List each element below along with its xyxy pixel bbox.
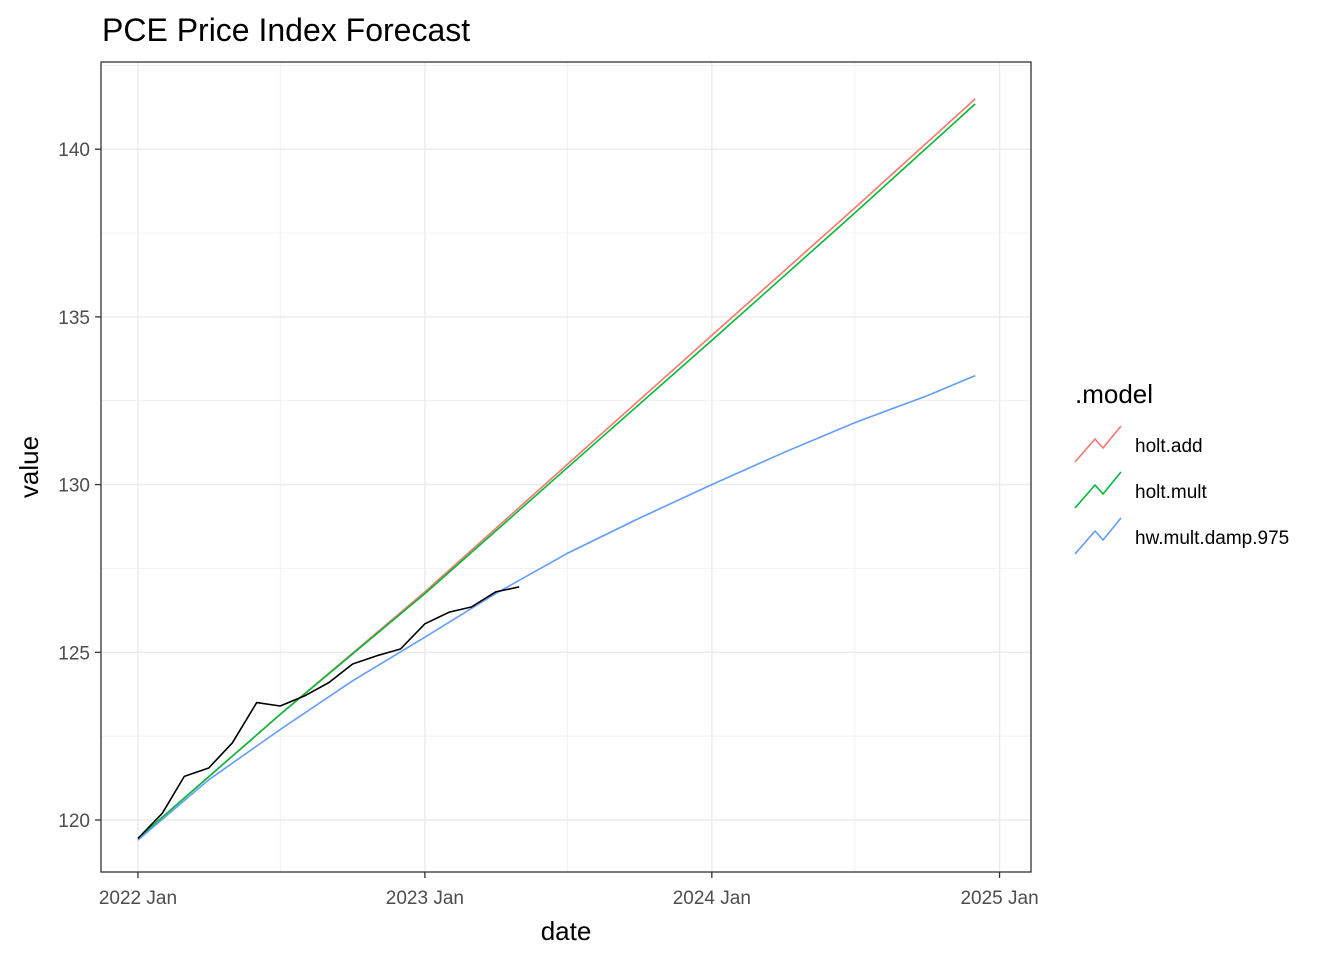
x-axis: 2022 Jan 2023 Jan 2024 Jan 2025 Jan bbox=[99, 872, 1039, 909]
x-tick-label: 2022 Jan bbox=[99, 888, 177, 909]
legend-title: .model bbox=[1075, 379, 1153, 409]
x-tick-label: 2023 Jan bbox=[386, 888, 464, 909]
y-tick-label: 130 bbox=[58, 476, 90, 497]
legend-key-holt.mult bbox=[1074, 471, 1122, 509]
legend-label-holt.add: holt.add bbox=[1135, 436, 1203, 457]
y-tick-label: 135 bbox=[58, 308, 90, 329]
plot-background bbox=[101, 62, 1031, 872]
legend: .model holt.add holt.mult hw.mult.damp.975 bbox=[1074, 379, 1289, 555]
legend-label-hw.mult.damp.975: hw.mult.damp.975 bbox=[1135, 528, 1289, 549]
plot-border bbox=[100, 61, 1032, 873]
grid-major bbox=[101, 62, 1031, 872]
series-line-holt.mult bbox=[137, 103, 976, 840]
x-tick-label: 2024 Jan bbox=[673, 888, 751, 909]
y-tick-label: 140 bbox=[58, 140, 90, 161]
x-axis-title: date bbox=[541, 916, 592, 946]
series-line-hw.mult.damp.975 bbox=[137, 374, 976, 841]
chart-title: PCE Price Index Forecast bbox=[102, 12, 470, 48]
y-tick-label: 125 bbox=[58, 643, 90, 664]
y-axis-title: value bbox=[14, 436, 44, 498]
legend-key-holt.add bbox=[1074, 425, 1122, 463]
y-tick-label: 120 bbox=[58, 811, 90, 832]
x-tick-label: 2025 Jan bbox=[960, 888, 1038, 909]
legend-key-hw.mult.damp.975 bbox=[1074, 517, 1122, 555]
y-axis: 120 125 130 135 140 bbox=[58, 140, 101, 832]
history-line bbox=[137, 586, 520, 840]
legend-label-holt.mult: holt.mult bbox=[1135, 482, 1208, 503]
series-lines bbox=[137, 98, 976, 841]
